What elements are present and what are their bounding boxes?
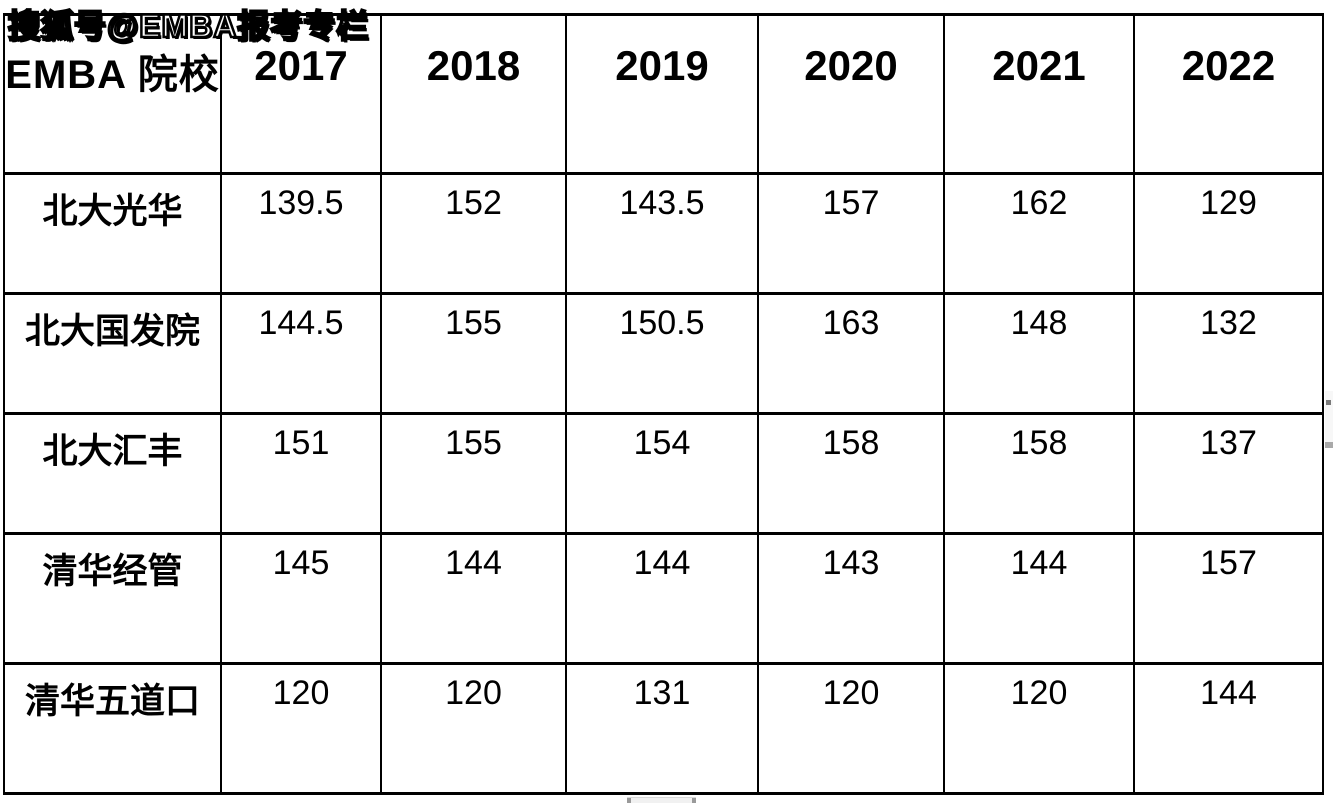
scrollbar-end-cap[interactable]: [1325, 442, 1333, 448]
header-cell-2021: 2021: [943, 13, 1135, 175]
table-row-qhjg: 清华经管 145 144 144 143 144 157: [3, 532, 1324, 665]
score-cell: 143: [757, 532, 945, 665]
score-cell: 144: [380, 532, 567, 665]
score-cell: 139.5: [220, 172, 382, 295]
emba-score-table: EMBA 院校 2017 2018 2019 2020 2021 2022 北大…: [3, 13, 1324, 795]
score-cell: 132: [1133, 292, 1324, 415]
header-cell-2022: 2022: [1133, 13, 1324, 175]
score-cell: 120: [757, 662, 945, 795]
header-cell-2019: 2019: [565, 13, 759, 175]
horizontal-scrollbar[interactable]: [627, 797, 696, 803]
score-cell: 154: [565, 412, 759, 535]
score-cell: 143.5: [565, 172, 759, 295]
header-cell-2017: 2017: [220, 13, 382, 175]
score-cell: 144.5: [220, 292, 382, 415]
vertical-scrollbar[interactable]: [1325, 391, 1333, 448]
header-cell-2020: 2020: [757, 13, 945, 175]
school-name-cell: 清华经管: [3, 532, 222, 665]
score-cell: 163: [757, 292, 945, 415]
score-cell: 148: [943, 292, 1135, 415]
score-cell: 144: [565, 532, 759, 665]
score-cell: 155: [380, 292, 567, 415]
score-cell: 158: [757, 412, 945, 535]
scrollbar-thumb-icon[interactable]: [1326, 400, 1331, 405]
score-cell: 137: [1133, 412, 1324, 535]
header-row: EMBA 院校 2017 2018 2019 2020 2021 2022: [3, 13, 1324, 175]
score-cell: 144: [1133, 662, 1324, 795]
score-cell: 120: [220, 662, 382, 795]
header-cell-school: EMBA 院校: [3, 13, 222, 175]
table-row-bdgh: 北大光华 139.5 152 143.5 157 162 129: [3, 172, 1324, 295]
scrollbar-left-cap[interactable]: [627, 798, 631, 803]
table-row-bdgfy: 北大国发院 144.5 155 150.5 163 148 132: [3, 292, 1324, 415]
score-cell: 150.5: [565, 292, 759, 415]
watermark-sohu: 搜狐号@EMBA报考专栏: [7, 7, 370, 46]
score-cell: 129: [1133, 172, 1324, 295]
score-cell: 144: [943, 532, 1135, 665]
table-row-bdhf: 北大汇丰 151 155 154 158 158 137: [3, 412, 1324, 535]
score-cell: 157: [757, 172, 945, 295]
school-name-cell: 北大国发院: [3, 292, 222, 415]
table-row-qhwdk: 清华五道口 120 120 131 120 120 144: [3, 662, 1324, 795]
school-name-cell: 北大光华: [3, 172, 222, 295]
score-cell: 151: [220, 412, 382, 535]
score-cell: 145: [220, 532, 382, 665]
scrollbar-right-cap[interactable]: [692, 798, 696, 803]
score-cell: 120: [943, 662, 1135, 795]
school-name-cell: 北大汇丰: [3, 412, 222, 535]
school-name-cell: 清华五道口: [3, 662, 222, 795]
score-cell: 157: [1133, 532, 1324, 665]
score-cell: 120: [380, 662, 567, 795]
header-cell-2018: 2018: [380, 13, 567, 175]
score-cell: 162: [943, 172, 1135, 295]
score-cell: 152: [380, 172, 567, 295]
score-cell: 131: [565, 662, 759, 795]
score-cell: 158: [943, 412, 1135, 535]
score-cell: 155: [380, 412, 567, 535]
